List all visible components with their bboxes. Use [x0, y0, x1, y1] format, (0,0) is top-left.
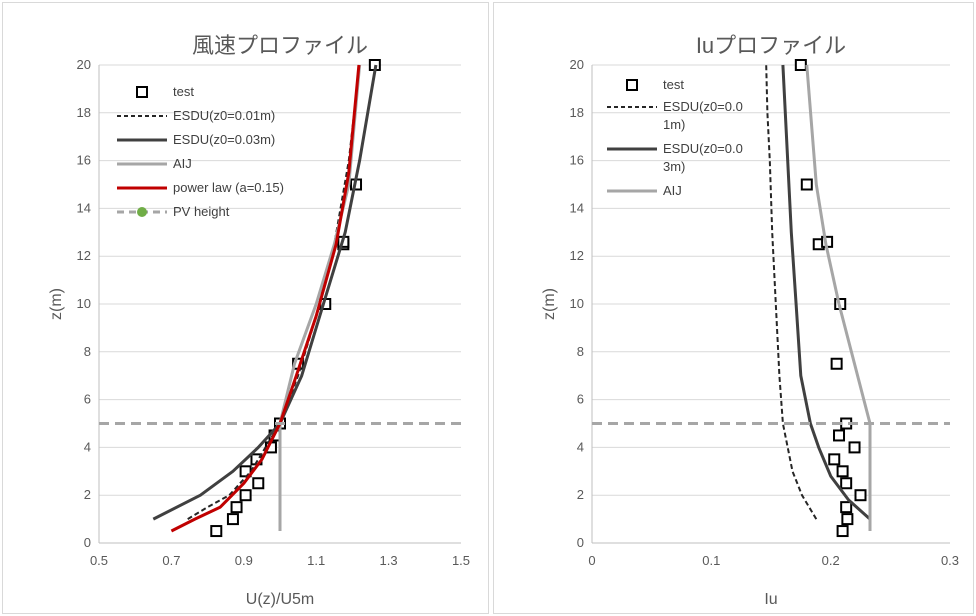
- y-tick-label-8: 16: [77, 153, 91, 168]
- data-point-test-0-0: [836, 525, 849, 538]
- y-tick-label-7: 14: [570, 200, 584, 215]
- legend-label-esdu-z0-0-03m-2: ESDU(z0=0.03m): [173, 132, 275, 147]
- series-esdu-z0-0-0-3m-2: [781, 64, 871, 521]
- legend-label-esdu-z0-0-0-1m-1: ESDU(z0=0.0 1m): [663, 99, 743, 132]
- series-line-esdu-z0-0-0-1m-1: [765, 64, 818, 520]
- y-tick-label-1: 2: [84, 487, 91, 502]
- x-tick-label-2: 0.9: [235, 553, 253, 568]
- series-line-esdu-z0-0-0-3m-2: [781, 64, 871, 521]
- y-tick-label-10: 20: [77, 57, 91, 72]
- data-point-test-0-0: [210, 525, 223, 538]
- y-axis-title: z(m): [541, 288, 558, 320]
- y-tick-label-6: 12: [77, 248, 91, 263]
- data-point-test-0-10: [830, 357, 843, 370]
- y-axis-title: z(m): [48, 288, 65, 320]
- x-axis-title: U(z)/U5m: [246, 591, 314, 608]
- turbulence-intensity-profile-chart: 0 2 4 6 8 10 12 14 16 18 20 0 0.1 0.2 0.3 Iuプロファイル Iu z(m…: [493, 2, 974, 614]
- legend-label-esdu-z0-0-01m-1: ESDU(z0=0.01m): [173, 108, 275, 123]
- data-point-test-0-3: [239, 489, 252, 502]
- series-test-0: [794, 59, 867, 538]
- legend-label-esdu-z0-0-0-3m-2: ESDU(z0=0.0 3m): [663, 141, 743, 174]
- x-tick-label-3: 0.3: [941, 553, 959, 568]
- y-tick-label-0: 0: [84, 535, 91, 550]
- y-tick-label-1: 2: [577, 487, 584, 502]
- y-tick-label-0: 0: [577, 535, 584, 550]
- data-point-test-0-14: [800, 178, 813, 191]
- legend-swatch-test-0: [136, 86, 148, 98]
- y-tick-label-9: 18: [77, 105, 91, 120]
- legend-swatch-test-0: [626, 79, 638, 91]
- y-tick-label-6: 12: [570, 248, 584, 263]
- data-point-test-0-15: [794, 59, 807, 71]
- x-tick-label-3: 1.1: [307, 553, 325, 568]
- data-point-test-0-3: [854, 489, 867, 502]
- x-axis-title: Iu: [764, 591, 777, 608]
- chart-title: Iuプロファイル: [696, 33, 846, 58]
- legend-label-power-law-a-0-15-4: power law (a=0.15): [173, 180, 284, 195]
- data-point-test-0-8: [833, 429, 846, 442]
- y-tick-label-10: 20: [570, 57, 584, 72]
- y-tick-label-3: 6: [577, 392, 584, 407]
- y-tick-label-5: 10: [77, 296, 91, 311]
- legend: test ESDU(z0=0.01m) ESDU(z0=0.03m) AIJ power…: [117, 84, 284, 219]
- turbulence-intensity-profile-plot: 0 2 4 6 8 10 12 14 16 18 20 0 0.1 0.2 0.3 Iuプロファイル Iu z(m…: [541, 33, 959, 608]
- data-point-test-0-4: [840, 477, 853, 490]
- data-point-test-0-2: [840, 501, 853, 514]
- data-point-test-0-6: [828, 453, 841, 466]
- y-tick-label-9: 18: [570, 105, 584, 120]
- data-point-test-0-5: [836, 465, 849, 478]
- wind-speed-profile-chart: 0 2 4 6 8 10 12 14 16 18 20 0.5 0.7 0.9 1.1 1.3 1.5 風速プロフ…: [2, 2, 489, 614]
- x-tick-label-5: 1.5: [452, 553, 470, 568]
- y-tick-label-8: 16: [570, 153, 584, 168]
- x-tick-label-0: 0.5: [90, 553, 108, 568]
- y-tick-label-3: 6: [84, 392, 91, 407]
- series-esdu-z0-0-03m-2: [152, 64, 378, 521]
- x-tick-label-1: 0.1: [702, 553, 720, 568]
- data-point-test-0-7: [848, 441, 861, 454]
- data-point-test-0-1: [841, 513, 854, 526]
- legend-label-pv-height-5: PV height: [173, 204, 230, 219]
- y-tick-label-7: 14: [77, 200, 91, 215]
- legend-marker-pv-height-5: [137, 207, 147, 217]
- x-tick-label-2: 0.2: [822, 553, 840, 568]
- legend-label-test-0: test: [663, 77, 684, 92]
- y-tick-label-4: 8: [84, 344, 91, 359]
- data-point-test-0-4: [252, 477, 265, 490]
- legend-label-test-0: test: [173, 84, 194, 99]
- y-tick-label-2: 4: [84, 439, 91, 454]
- data-point-test-0-2: [230, 501, 243, 514]
- chart-title: 風速プロファイル: [192, 33, 368, 58]
- legend: test ESDU(z0=0.0 1m) ESDU(z0=0.0 3m) AIJ: [607, 77, 743, 198]
- series-esdu-z0-0-0-1m-1: [765, 64, 818, 520]
- x-tick-label-0: 0: [588, 553, 595, 568]
- legend-label-aij-3: AIJ: [663, 183, 682, 198]
- y-tick-label-2: 4: [577, 439, 584, 454]
- y-tick-label-4: 8: [577, 344, 584, 359]
- x-tick-label-1: 0.7: [162, 553, 180, 568]
- y-tick-label-5: 10: [570, 296, 584, 311]
- x-tick-label-4: 1.3: [380, 553, 398, 568]
- data-point-test-0-1: [226, 513, 239, 526]
- series-line-esdu-z0-0-03m-2: [152, 64, 378, 521]
- legend-label-aij-3: AIJ: [173, 156, 192, 171]
- wind-speed-profile-plot: 0 2 4 6 8 10 12 14 16 18 20 0.5 0.7 0.9 1.1 1.3 1.5 風速プロフ…: [48, 33, 470, 608]
